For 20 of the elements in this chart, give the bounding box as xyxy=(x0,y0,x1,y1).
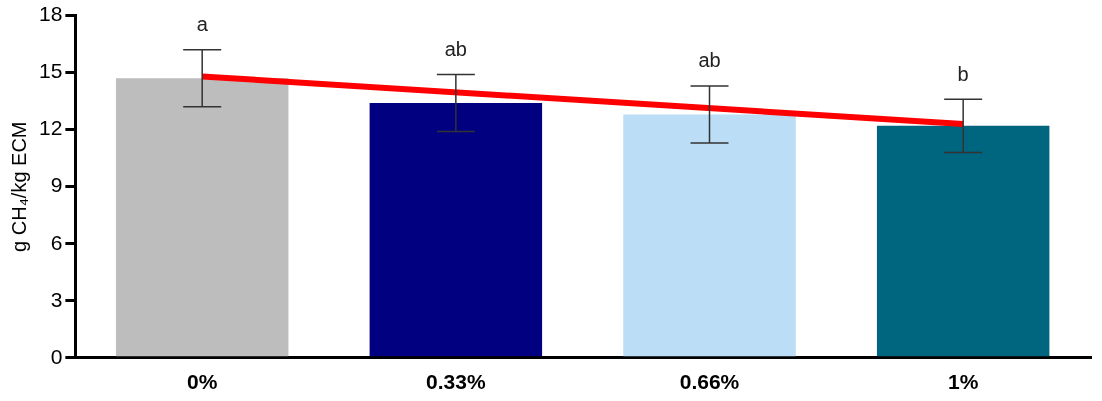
bar xyxy=(876,125,1050,357)
bar xyxy=(369,103,543,357)
x-tick-label: 0.33% xyxy=(426,370,486,394)
bar xyxy=(115,78,289,357)
y-tick-label: 18 xyxy=(39,2,63,26)
annotation: ab xyxy=(444,38,467,61)
y-tick-label: 15 xyxy=(39,59,63,83)
y-tick-label: 9 xyxy=(50,173,63,197)
y-tick-label: 0 xyxy=(50,344,63,368)
x-tick-label: 0% xyxy=(187,370,218,394)
y-tick-label: 6 xyxy=(50,230,63,254)
y-tick-label: 3 xyxy=(50,287,63,311)
annotation: b xyxy=(957,62,969,85)
x-tick-label: 1% xyxy=(947,370,979,394)
annotation: ab xyxy=(698,49,721,72)
bar xyxy=(623,114,796,357)
y-axis-title: g CH₄/kg ECM xyxy=(7,121,30,252)
y-tick-label: 12 xyxy=(39,116,63,140)
annotation: a xyxy=(196,13,209,36)
x-tick-label: 0.66% xyxy=(679,370,740,394)
